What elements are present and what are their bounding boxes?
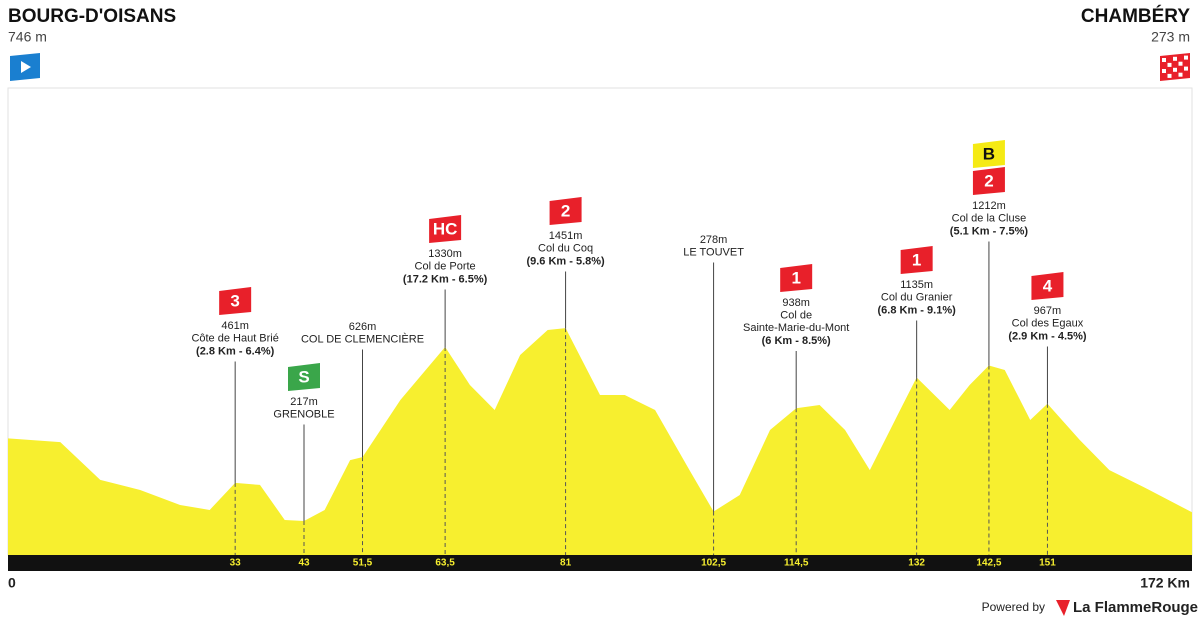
start-altitude: 746 m <box>8 29 47 45</box>
climb-name: Col de <box>780 309 812 321</box>
climb-name: Col du Coq <box>538 242 593 254</box>
category-badge <box>780 264 813 292</box>
climb-name: Côte de Haut Brié <box>191 332 278 344</box>
category-label: 2 <box>561 201 570 220</box>
category-badge <box>972 140 1005 168</box>
finish-name: CHAMBÉRY <box>1081 5 1190 27</box>
start-name: BOURG-D'OISANS <box>8 6 176 27</box>
km-tick-label: 102,5 <box>701 558 726 569</box>
powered-by: Powered by <box>982 600 1045 614</box>
km-tick-label: 151 <box>1039 558 1056 569</box>
category-badge <box>972 167 1005 195</box>
check <box>1162 69 1166 73</box>
check <box>1178 72 1183 77</box>
check <box>1167 62 1172 67</box>
climb-altitude: 1212m <box>972 200 1006 212</box>
climb-name: Col de Porte <box>415 260 476 272</box>
category-label: 1 <box>791 268 800 287</box>
climb-name: COL DE CLEMENCIÈRE <box>301 332 424 345</box>
climb-stats: (5.1 Km - 7.5%) <box>950 225 1029 237</box>
climb-stats: (6.8 Km - 9.1%) <box>878 304 957 316</box>
km-tick-label: 51,5 <box>353 558 373 569</box>
check <box>1167 73 1172 78</box>
check <box>1162 58 1166 62</box>
km-bar <box>8 555 1192 571</box>
category-badge <box>219 287 252 315</box>
brand: La FlammeRouge <box>1073 599 1198 616</box>
brand-logo <box>1056 600 1070 616</box>
check <box>1173 56 1177 61</box>
category-badge <box>288 363 320 391</box>
climb-stats: (2.9 Km - 4.5%) <box>1008 330 1087 342</box>
climb-stats: (6 Km - 8.5%) <box>762 335 831 347</box>
category-label: HC <box>433 219 458 238</box>
profile-area <box>8 328 1192 555</box>
climb-name: LE TOUVET <box>683 246 744 258</box>
climb-name: Col du Granier <box>881 291 953 303</box>
category-label: 1 <box>912 250 921 269</box>
category-badge <box>1031 272 1064 300</box>
climb-altitude: 967m <box>1034 305 1062 317</box>
climb-altitude: 278m <box>700 234 728 246</box>
climb-stats: (2.8 Km - 6.4%) <box>196 345 275 357</box>
check <box>1184 66 1188 71</box>
finish-altitude: 273 m <box>1151 29 1190 45</box>
category-badge <box>900 246 933 274</box>
check <box>1184 55 1188 60</box>
category-label: 4 <box>1043 276 1053 295</box>
climb-altitude: 1451m <box>549 230 583 242</box>
finish-flag <box>1160 53 1190 81</box>
km-tick-label: 114,5 <box>784 558 809 569</box>
category-label: 3 <box>230 291 239 310</box>
climb-stats: (9.6 Km - 5.8%) <box>526 255 605 267</box>
check <box>1173 67 1177 72</box>
km-tick-label: 43 <box>298 558 310 569</box>
km-tick-label: 132 <box>908 558 925 569</box>
km-tick-label: 142,5 <box>976 558 1001 569</box>
climb-stats: (17.2 Km - 6.5%) <box>403 273 488 285</box>
climb-altitude: 1330m <box>428 248 462 260</box>
x-end-label: 172 Km <box>1140 575 1190 591</box>
km-tick-label: 33 <box>230 558 242 569</box>
category-badge <box>429 215 462 243</box>
start-flag <box>10 53 40 81</box>
km-tick-label: 63,5 <box>435 558 455 569</box>
category-badge <box>549 197 582 225</box>
category-label: B <box>983 144 995 163</box>
x-start-label: 0 <box>8 575 16 591</box>
climb-altitude: 1135m <box>900 279 933 291</box>
check <box>1178 61 1183 66</box>
climb-name: Col de la Cluse <box>952 212 1027 224</box>
climb-name: GRENOBLE <box>273 408 334 420</box>
climb-altitude: 938m <box>782 297 810 309</box>
category-label: S <box>298 367 309 386</box>
climb-altitude: 461m <box>221 320 249 332</box>
climb-altitude: 626m <box>349 321 377 333</box>
climb-altitude: 217m <box>290 396 318 408</box>
climb-name: Col des Egaux <box>1012 317 1084 329</box>
climb-name: Sainte-Marie-du-Mont <box>743 322 849 334</box>
category-label: 2 <box>984 171 993 190</box>
km-tick-label: 81 <box>560 558 572 569</box>
